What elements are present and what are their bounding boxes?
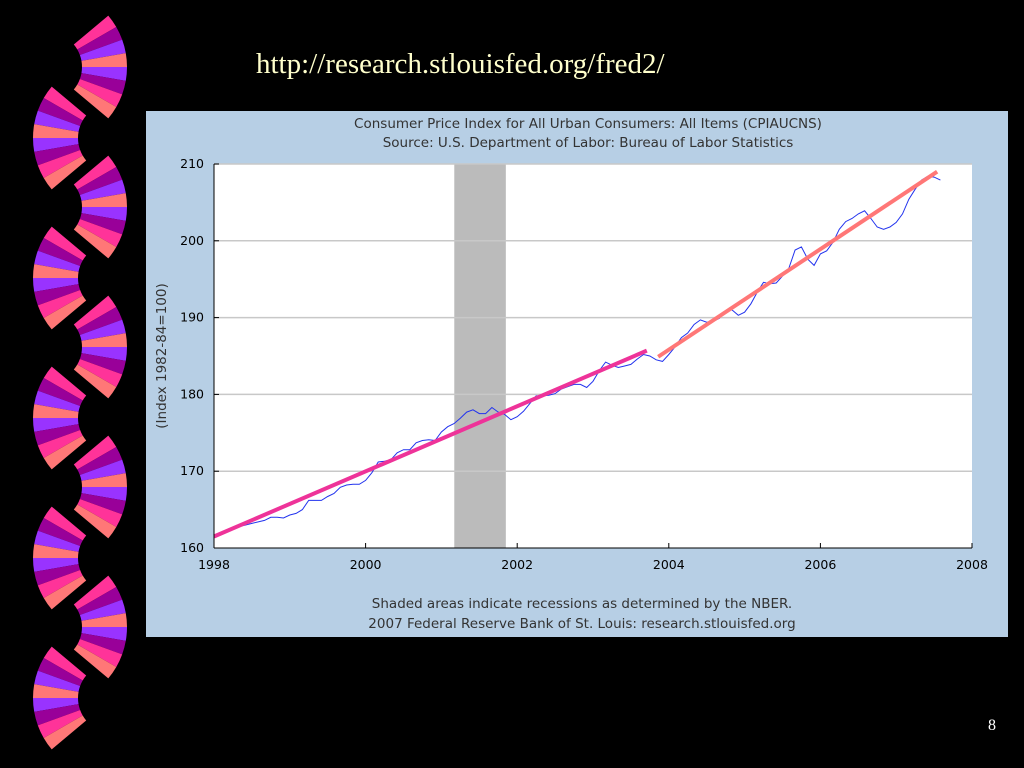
- fan-shape: [73, 575, 127, 679]
- x-tick-label: 2008: [956, 557, 988, 572]
- fan-shape: [33, 86, 87, 190]
- y-axis-label: (Index 1982-84=100): [154, 283, 170, 428]
- y-tick-label: 210: [180, 156, 204, 171]
- y-tick-label: 190: [180, 310, 204, 325]
- chart-title: Consumer Price Index for All Urban Consu…: [354, 116, 822, 132]
- fan-shape: [73, 295, 127, 399]
- fan-shape: [33, 226, 87, 330]
- cpi-series-line: [213, 175, 941, 537]
- fan-shape: [33, 646, 87, 750]
- y-tick-label: 170: [180, 463, 204, 478]
- x-tick-label: 2004: [653, 557, 685, 572]
- fan-shape: [73, 435, 127, 539]
- trend-2004-2007-line: [657, 170, 939, 359]
- fan-shape: [33, 506, 87, 610]
- y-tick-label: 180: [180, 386, 204, 401]
- fan-shape: [33, 366, 87, 470]
- x-tick-label: 1998: [198, 557, 230, 572]
- x-tick-label: 2000: [350, 557, 382, 572]
- fan-shape: [73, 155, 127, 259]
- footnote-copyright: 2007 Federal Reserve Bank of St. Louis: …: [368, 616, 795, 632]
- recession-shade: [454, 164, 506, 548]
- chart-subtitle: Source: U.S. Department of Labor: Bureau…: [383, 135, 794, 151]
- slide-number: 8: [988, 717, 996, 734]
- x-tick-label: 2006: [804, 557, 836, 572]
- slide-url-title[interactable]: http://research.stlouisfed.org/fred2/: [256, 48, 665, 80]
- x-tick-label: 2002: [501, 557, 533, 572]
- y-tick-label: 200: [180, 233, 204, 248]
- fan-shape: [73, 15, 127, 119]
- trend-1998-2003-line: [213, 348, 648, 539]
- y-tick-label: 160: [180, 540, 204, 555]
- footnote-recessions: Shaded areas indicate recessions as dete…: [372, 596, 792, 612]
- decorative-fan-border: [33, 15, 127, 750]
